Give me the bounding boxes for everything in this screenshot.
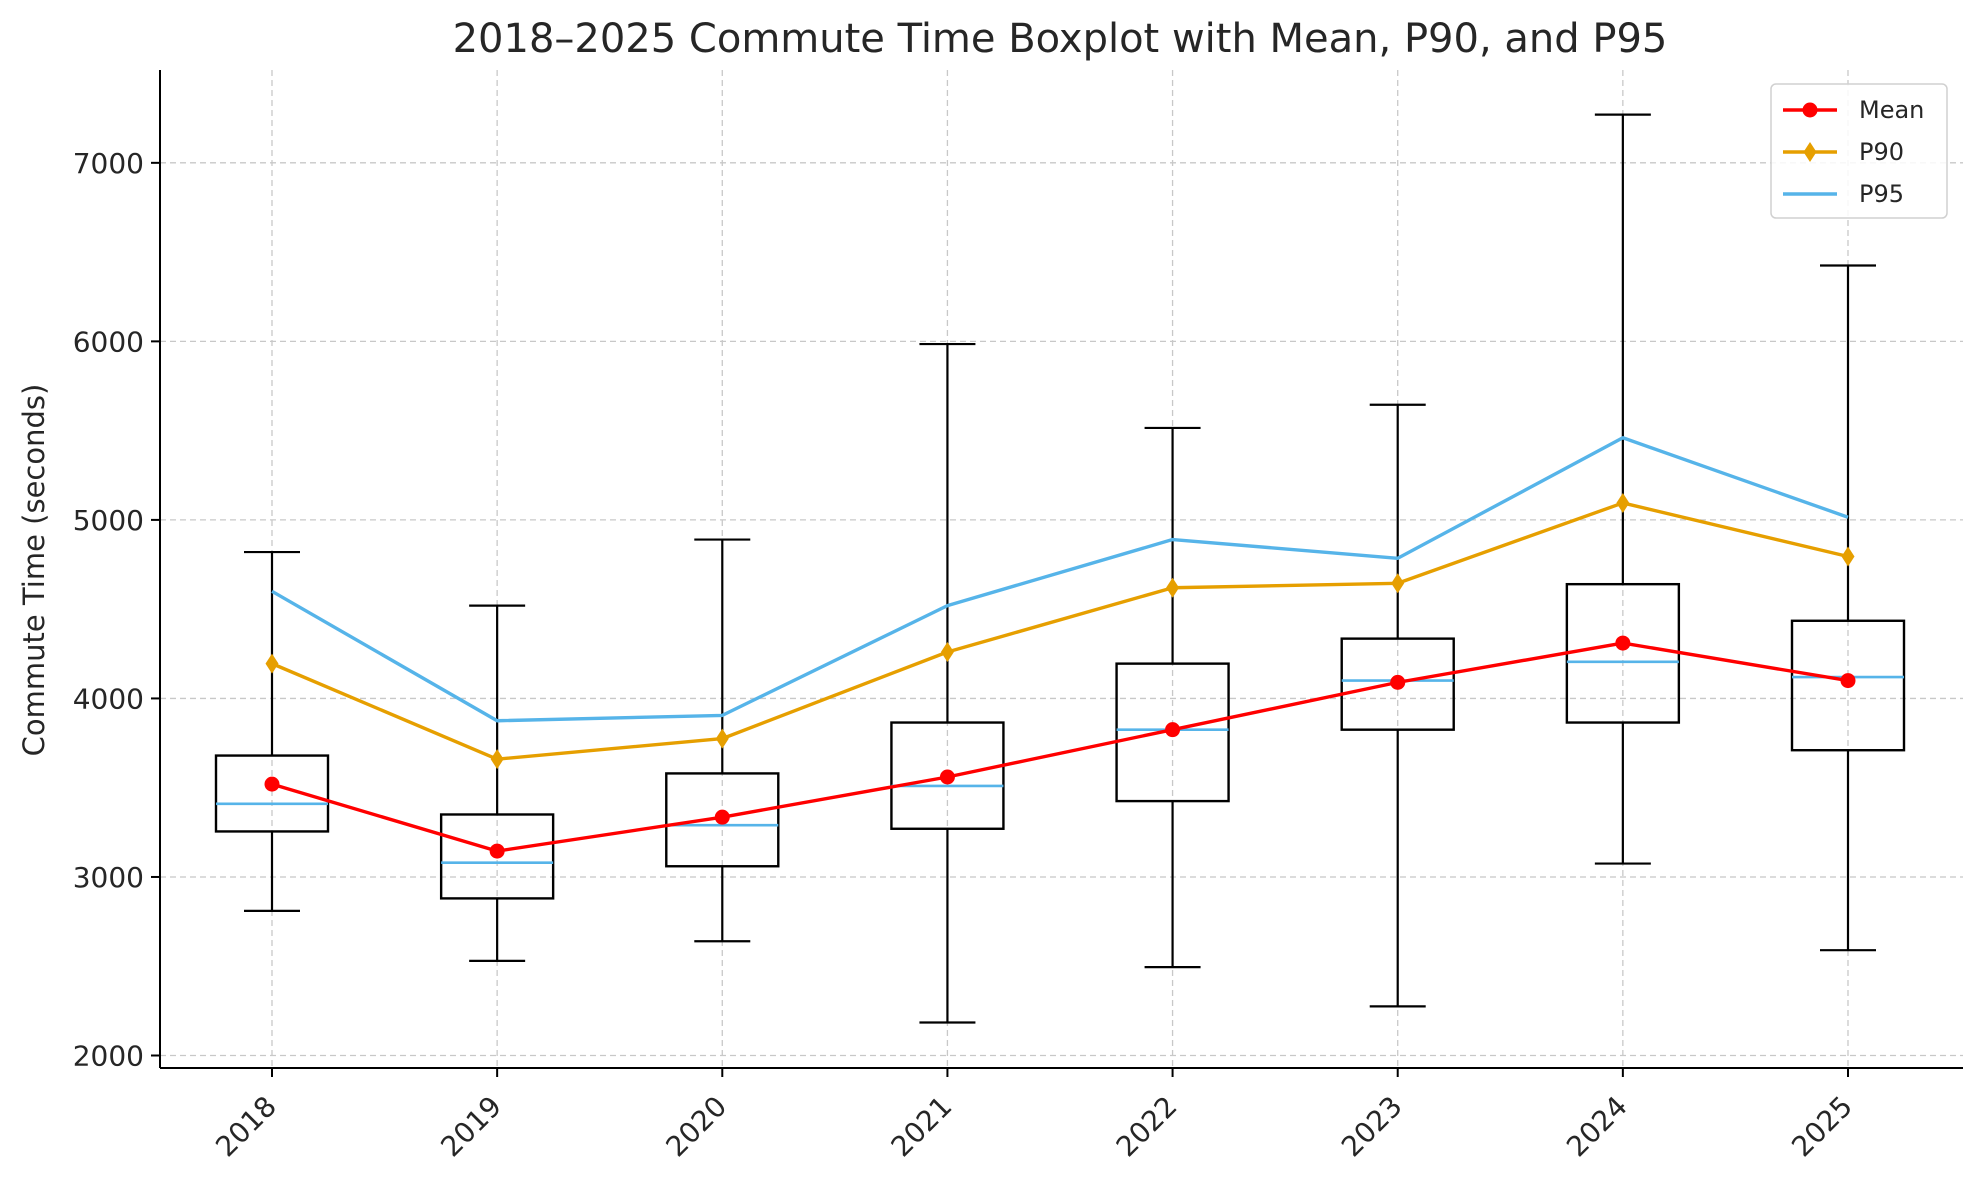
mean-point: [489, 843, 505, 859]
legend-label: Mean: [1859, 96, 1924, 124]
y-tick-label: 4000: [73, 682, 144, 715]
iqr-box: [1790, 619, 1906, 752]
y-tick-label: 5000: [73, 504, 144, 537]
x-tick-label: 2018: [209, 1090, 283, 1164]
iqr-box: [439, 813, 555, 900]
y-tick-label: 6000: [73, 325, 144, 358]
legend: Mean P90 P95: [1770, 83, 1948, 219]
iqr-box: [665, 772, 780, 868]
iqr-box: [890, 721, 1005, 830]
legend-marker: [1802, 102, 1818, 118]
box-2024: [1565, 113, 1681, 865]
legend-frame: [1770, 83, 1948, 219]
x-tick-label: 2024: [1560, 1090, 1634, 1164]
box-layer: [214, 113, 1906, 1024]
series-line: [271, 641, 1849, 853]
legend-marker: [1803, 142, 1817, 162]
series-line: [271, 436, 1849, 723]
p90-point: [715, 728, 729, 749]
p90-point: [1616, 492, 1630, 513]
box-2019: [439, 604, 555, 962]
legend-item-p95: P95: [1783, 180, 1904, 208]
box-2021: [890, 342, 1005, 1024]
box-2025: [1790, 264, 1906, 952]
iqr-box: [214, 754, 330, 833]
x-tick-label: 2023: [1335, 1090, 1409, 1164]
mean-point: [1390, 674, 1406, 690]
iqr-box: [1115, 662, 1230, 803]
y-tick-label: 7000: [73, 147, 144, 180]
x-tick-label: 2021: [885, 1090, 959, 1164]
p90-point: [265, 653, 279, 674]
x-tick-label: 2022: [1110, 1090, 1184, 1164]
legend-item-p90: P90: [1783, 138, 1904, 166]
series-mean: [264, 635, 1856, 859]
p90-point: [940, 642, 954, 663]
x-tick-label: 2025: [1785, 1090, 1859, 1164]
mean-point: [714, 809, 730, 825]
chart-title: 2018–2025 Commute Time Boxplot with Mean…: [453, 16, 1668, 62]
grid-layer: [160, 70, 1963, 1068]
mean-point: [1840, 673, 1856, 689]
y-axis-label: Commute Time (seconds): [17, 384, 51, 757]
mean-point: [1165, 722, 1181, 738]
p90-point: [1841, 546, 1855, 567]
legend-label: P95: [1859, 180, 1904, 208]
p90-point: [1391, 573, 1405, 594]
p90-point: [490, 749, 504, 770]
box-2022: [1115, 426, 1230, 969]
y-tick-label: 3000: [73, 861, 144, 894]
series-p90: [265, 492, 1855, 770]
series-layer: [264, 436, 1856, 859]
series-line: [271, 501, 1849, 761]
p90-point: [1166, 577, 1180, 598]
mean-point: [1615, 635, 1631, 651]
x-tick-label: 2020: [660, 1090, 734, 1164]
y-tick-label: 2000: [73, 1040, 144, 1073]
mean-point: [264, 776, 280, 792]
mean-point: [939, 769, 955, 785]
series-p95: [271, 436, 1849, 723]
x-tick-label: 2019: [434, 1090, 508, 1164]
legend-label: P90: [1859, 138, 1904, 166]
box-2018: [214, 550, 330, 912]
iqr-box: [1340, 637, 1455, 731]
legend-item-mean: Mean: [1783, 96, 1924, 124]
